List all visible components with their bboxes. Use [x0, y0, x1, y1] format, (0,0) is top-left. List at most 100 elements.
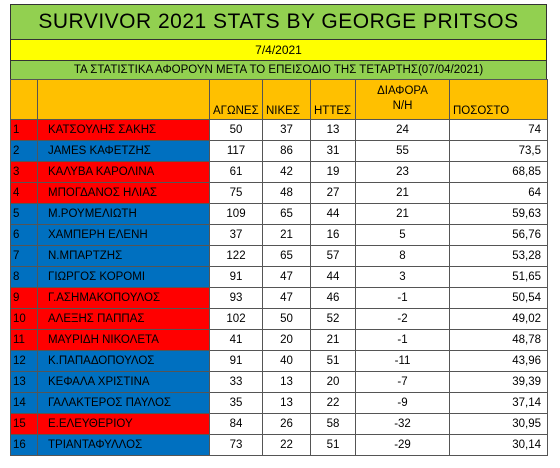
row-losses: 58	[310, 413, 356, 435]
row-diff: 5	[355, 224, 450, 246]
row-diff: 21	[355, 203, 450, 225]
row-diff: -29	[355, 434, 450, 456]
table-row: 6 ΧΑΜΠΕΡΗ ΕΛΕΝΗ 37 21 16 5 56,76	[10, 224, 548, 246]
row-name: ΚΑΛΥΒΑ ΚΑΡΟΛΙΝΑ	[37, 161, 210, 183]
row-percent: 59,63	[449, 203, 548, 225]
row-diff: 3	[355, 266, 450, 288]
row-games: 35	[209, 392, 263, 414]
table-row: 15 Ε.ΕΛΕΥΘΕΡΙΟΥ 84 26 58 -32 30,95	[10, 413, 548, 435]
row-name: Ε.ΕΛΕΥΘΕΡΙΟΥ	[37, 413, 210, 435]
row-name: ΤΡΙΑΝΤΑΦΥΛΛΟΣ	[37, 434, 210, 456]
row-wins: 40	[262, 350, 311, 372]
row-rank: 5	[10, 203, 38, 225]
row-percent: 68,85	[449, 161, 548, 183]
table-row: 16 ΤΡΙΑΝΤΑΦΥΛΛΟΣ 73 22 51 -29 30,14	[10, 434, 548, 456]
table-row: 9 Γ.ΑΣΗΜΑΚΟΠΟΥΛΟΣ 93 47 46 -1 50,54	[10, 287, 548, 309]
header-percent: ΠΟΣΟΣΤΟ	[449, 79, 548, 120]
header-diff-line1: ΔΙΑΦΟΡΑ	[377, 84, 428, 97]
row-percent: 73,5	[449, 140, 548, 162]
row-wins: 47	[262, 266, 311, 288]
row-diff: -1	[355, 329, 450, 351]
row-games: 33	[209, 371, 263, 393]
row-rank: 14	[10, 392, 38, 414]
row-games: 84	[209, 413, 263, 435]
table-row: 8 ΓΙΩΡΓΟΣ ΚΟΡΟΜΙ 91 47 44 3 51,65	[10, 266, 548, 288]
row-games: 41	[209, 329, 263, 351]
table-row: 4 ΜΠΟΓΔΑΝΟΣ ΗΛΙΑΣ 75 48 27 21 64	[10, 182, 548, 204]
row-games: 91	[209, 266, 263, 288]
row-rank: 16	[10, 434, 38, 456]
row-diff: 55	[355, 140, 450, 162]
row-percent: 51,65	[449, 266, 548, 288]
row-losses: 13	[310, 119, 356, 141]
row-rank: 12	[10, 350, 38, 372]
row-percent: 43,96	[449, 350, 548, 372]
row-losses: 20	[310, 371, 356, 393]
row-wins: 13	[262, 392, 311, 414]
row-name: Μ.ΡΟΥΜΕΛΙΩΤΗ	[37, 203, 210, 225]
row-wins: 86	[262, 140, 311, 162]
row-wins: 20	[262, 329, 311, 351]
table-row: 7 Ν.ΜΠΑΡΤΖΗΣ 122 65 57 8 53,28	[10, 245, 548, 267]
header-rank	[10, 79, 38, 120]
stats-sheet: SURVIVOR 2021 STATS BY GEORGE PRITSOS 7/…	[10, 4, 548, 456]
row-name: ΓΙΩΡΓΟΣ ΚΟΡΟΜΙ	[37, 266, 210, 288]
row-losses: 21	[310, 329, 356, 351]
header-row: ΑΓΩΝΕΣ ΝΙΚΕΣ ΗΤΤΕΣ ΔΙΑΦΟΡΑ Ν/Η ΠΟΣΟΣΤΟ	[10, 79, 548, 120]
row-name: Γ.ΑΣΗΜΑΚΟΠΟΥΛΟΣ	[37, 287, 210, 309]
row-diff: 21	[355, 182, 450, 204]
row-rank: 15	[10, 413, 38, 435]
row-losses: 27	[310, 182, 356, 204]
table-row: 13 ΚΕΦΑΛΑ ΧΡΙΣΤΙΝΑ 33 13 20 -7 39,39	[10, 371, 548, 393]
row-wins: 13	[262, 371, 311, 393]
row-diff: -32	[355, 413, 450, 435]
row-rank: 3	[10, 161, 38, 183]
row-rank: 11	[10, 329, 38, 351]
sheet-title: SURVIVOR 2021 STATS BY GEORGE PRITSOS	[10, 4, 547, 39]
row-games: 73	[209, 434, 263, 456]
table-row: 2 JAMES ΚΑΦΕΤΖΗΣ 117 86 31 55 73,5	[10, 140, 548, 162]
sheet-date: 7/4/2021	[10, 39, 547, 60]
row-losses: 44	[310, 266, 356, 288]
row-games: 93	[209, 287, 263, 309]
table-row: 1 ΚΑΤΣΟΥΛΗΣ ΣΑΚΗΣ 50 37 13 24 74	[10, 119, 548, 141]
row-percent: 30,14	[449, 434, 548, 456]
row-losses: 44	[310, 203, 356, 225]
row-losses: 31	[310, 140, 356, 162]
row-wins: 26	[262, 413, 311, 435]
row-percent: 74	[449, 119, 548, 141]
row-percent: 39,39	[449, 371, 548, 393]
table-row: 12 Κ.ΠΑΠΑΔΟΠΟΥΛΟΣ 91 40 51 -11 43,96	[10, 350, 548, 372]
row-name: ΧΑΜΠΕΡΗ ΕΛΕΝΗ	[37, 224, 210, 246]
row-losses: 16	[310, 224, 356, 246]
row-rank: 2	[10, 140, 38, 162]
row-rank: 10	[10, 308, 38, 330]
row-games: 61	[209, 161, 263, 183]
row-games: 102	[209, 308, 263, 330]
row-diff: -9	[355, 392, 450, 414]
row-rank: 9	[10, 287, 38, 309]
row-losses: 22	[310, 392, 356, 414]
row-losses: 46	[310, 287, 356, 309]
row-percent: 30,95	[449, 413, 548, 435]
row-percent: 53,28	[449, 245, 548, 267]
header-losses: ΗΤΤΕΣ	[310, 79, 356, 120]
table-row: 11 ΜΑΥΡΙΔΗ ΝΙΚΟΛΕΤΑ 41 20 21 -1 48,78	[10, 329, 548, 351]
row-rank: 7	[10, 245, 38, 267]
row-diff: -7	[355, 371, 450, 393]
row-losses: 57	[310, 245, 356, 267]
row-losses: 51	[310, 434, 356, 456]
row-percent: 64	[449, 182, 548, 204]
row-percent: 49,02	[449, 308, 548, 330]
row-rank: 4	[10, 182, 38, 204]
row-name: ΚΑΤΣΟΥΛΗΣ ΣΑΚΗΣ	[37, 119, 210, 141]
row-wins: 21	[262, 224, 311, 246]
row-percent: 37,14	[449, 392, 548, 414]
row-name: ΚΕΦΑΛΑ ΧΡΙΣΤΙΝΑ	[37, 371, 210, 393]
row-games: 91	[209, 350, 263, 372]
row-rank: 6	[10, 224, 38, 246]
row-name: Κ.ΠΑΠΑΔΟΠΟΥΛΟΣ	[37, 350, 210, 372]
row-wins: 47	[262, 287, 311, 309]
row-name: ΜΑΥΡΙΔΗ ΝΙΚΟΛΕΤΑ	[37, 329, 210, 351]
sheet-subtitle: ΤΑ ΣΤΑΤΙΣΤΙΚΑ ΑΦΟΡΟΥΝ ΜΕΤΑ ΤΟ ΕΠΕΙΣΟΔΙΟ …	[10, 60, 547, 79]
